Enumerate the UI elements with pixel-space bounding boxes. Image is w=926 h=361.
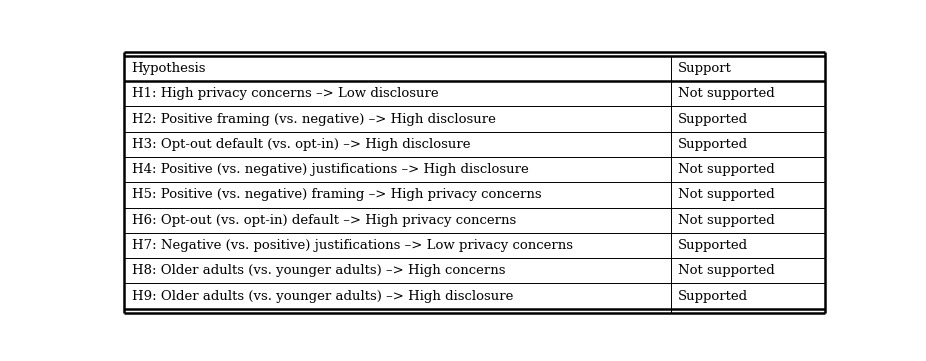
Text: Not supported: Not supported [678,188,775,201]
Text: Supported: Supported [678,290,748,303]
Text: Support: Support [678,62,732,75]
Text: Not supported: Not supported [678,264,775,277]
Text: H8: Older adults (vs. younger adults) –> High concerns: H8: Older adults (vs. younger adults) –>… [131,264,505,277]
Text: H4: Positive (vs. negative) justifications –> High disclosure: H4: Positive (vs. negative) justificatio… [131,163,529,176]
Text: H2: Positive framing (vs. negative) –> High disclosure: H2: Positive framing (vs. negative) –> H… [131,113,495,126]
Text: Hypothesis: Hypothesis [131,62,206,75]
Text: Not supported: Not supported [678,163,775,176]
Text: H5: Positive (vs. negative) framing –> High privacy concerns: H5: Positive (vs. negative) framing –> H… [131,188,541,201]
Text: Not supported: Not supported [678,87,775,100]
Text: H9: Older adults (vs. younger adults) –> High disclosure: H9: Older adults (vs. younger adults) –>… [131,290,513,303]
Text: Supported: Supported [678,239,748,252]
Text: H3: Opt-out default (vs. opt-in) –> High disclosure: H3: Opt-out default (vs. opt-in) –> High… [131,138,470,151]
Text: H7: Negative (vs. positive) justifications –> Low privacy concerns: H7: Negative (vs. positive) justificatio… [131,239,572,252]
Text: Not supported: Not supported [678,214,775,227]
Text: Supported: Supported [678,138,748,151]
Text: H1: High privacy concerns –> Low disclosure: H1: High privacy concerns –> Low disclos… [131,87,438,100]
Text: H6: Opt-out (vs. opt-in) default –> High privacy concerns: H6: Opt-out (vs. opt-in) default –> High… [131,214,516,227]
Text: Supported: Supported [678,113,748,126]
